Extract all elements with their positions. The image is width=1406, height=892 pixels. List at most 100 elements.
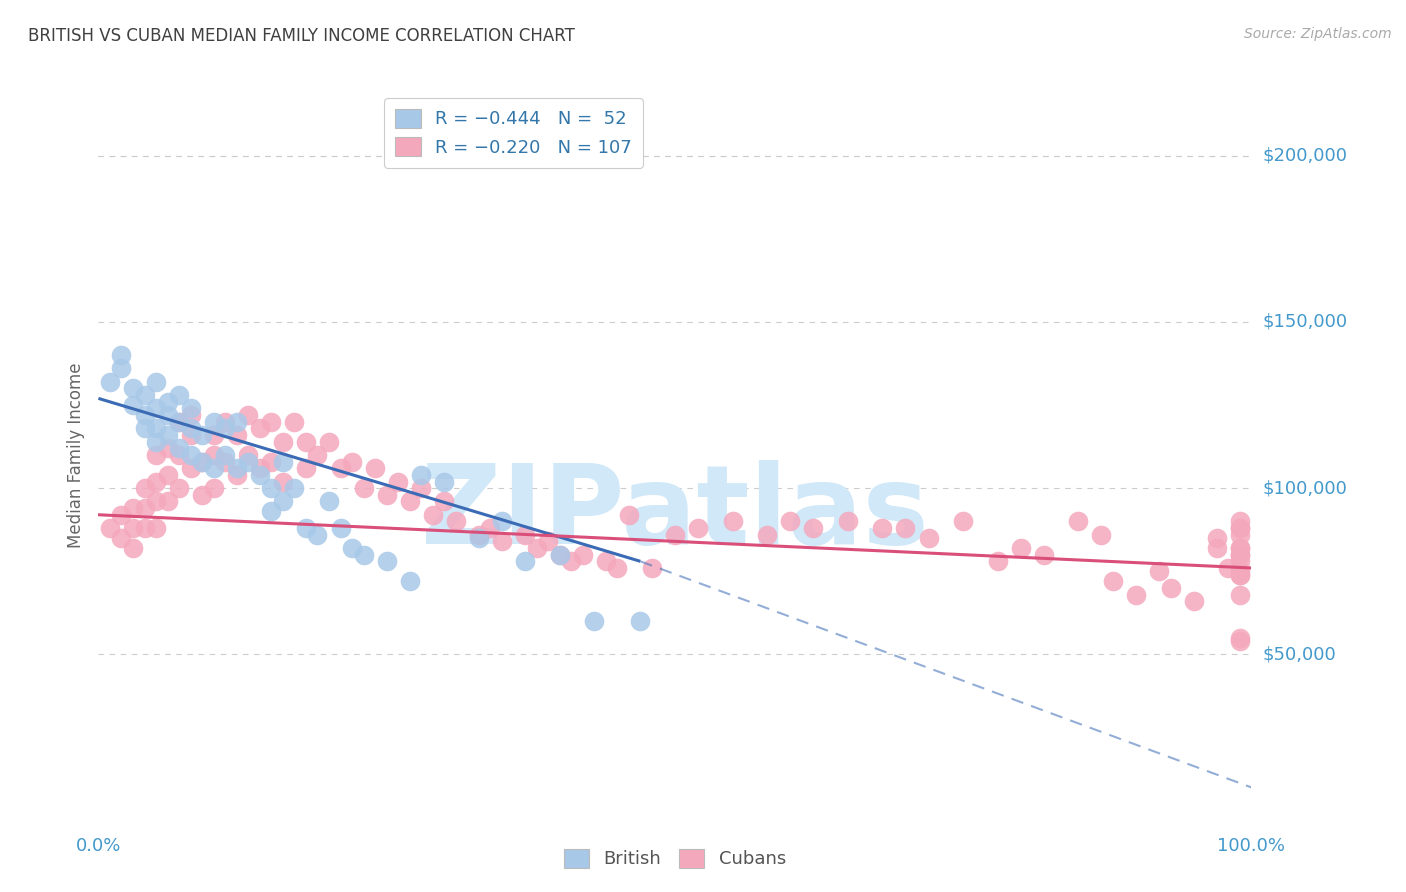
Point (571, 548, 593, 562)
Point (513, 554, 536, 568)
Point (1205, 541, 1227, 555)
Point (617, 508, 640, 522)
Point (134, 408, 156, 422)
Point (180, 421, 202, 435)
Point (214, 421, 236, 435)
Point (156, 494, 179, 508)
Point (375, 554, 398, 568)
Point (122, 541, 145, 555)
Point (917, 531, 939, 545)
Point (1160, 581, 1182, 595)
Point (260, 481, 283, 495)
Point (340, 541, 363, 555)
Point (411, 467, 433, 482)
Point (1229, 588, 1251, 602)
Point (122, 501, 145, 516)
Point (180, 408, 202, 422)
Point (628, 614, 651, 628)
Point (145, 475, 167, 489)
Point (191, 488, 214, 502)
Point (307, 448, 329, 462)
Point (872, 521, 894, 535)
Point (664, 527, 686, 541)
Point (145, 448, 167, 462)
Point (801, 521, 824, 535)
Point (145, 401, 167, 416)
Point (468, 531, 491, 545)
Point (167, 448, 190, 462)
Text: Source: ZipAtlas.com: Source: ZipAtlas.com (1244, 27, 1392, 41)
Point (353, 481, 375, 495)
Point (491, 534, 513, 549)
Point (1229, 567, 1251, 582)
Point (329, 461, 352, 475)
Point (98, 375, 121, 389)
Point (353, 548, 375, 562)
Point (110, 531, 132, 545)
Point (167, 481, 190, 495)
Point (145, 494, 167, 508)
Y-axis label: Median Family Income: Median Family Income (66, 362, 84, 548)
Point (167, 415, 190, 429)
Point (1125, 588, 1147, 602)
Point (249, 461, 271, 475)
Point (318, 494, 340, 508)
Point (202, 461, 225, 475)
Point (98, 521, 121, 535)
Point (422, 508, 444, 522)
Point (468, 527, 491, 541)
Point (398, 494, 420, 508)
Point (837, 515, 859, 529)
Point (433, 475, 456, 489)
Point (641, 561, 664, 575)
Point (583, 614, 606, 628)
Point (1229, 634, 1251, 648)
Point (271, 475, 294, 489)
Point (560, 554, 582, 568)
Point (110, 348, 132, 362)
Point (145, 421, 167, 435)
Point (134, 521, 156, 535)
Text: BRITISH VS CUBAN MEDIAN FAMILY INCOME CORRELATION CHART: BRITISH VS CUBAN MEDIAN FAMILY INCOME CO… (28, 27, 575, 45)
Point (122, 521, 145, 535)
Point (260, 415, 283, 429)
Point (595, 554, 617, 568)
Point (1229, 554, 1251, 568)
Point (1102, 574, 1125, 589)
Text: $50,000: $50,000 (1263, 646, 1336, 664)
Point (548, 548, 571, 562)
Point (548, 548, 571, 562)
Point (249, 421, 271, 435)
Point (894, 521, 917, 535)
Point (145, 521, 167, 535)
Text: $150,000: $150,000 (1263, 313, 1347, 331)
Point (513, 527, 536, 541)
Point (411, 481, 433, 495)
Point (1229, 548, 1251, 562)
Point (167, 442, 190, 456)
Point (134, 481, 156, 495)
Point (238, 408, 260, 422)
Point (444, 515, 467, 529)
Point (134, 388, 156, 402)
Point (1229, 567, 1251, 582)
Point (329, 521, 352, 535)
Point (225, 467, 247, 482)
Point (295, 461, 318, 475)
Point (756, 527, 779, 541)
Point (202, 428, 225, 442)
Point (987, 554, 1010, 568)
Point (1067, 515, 1090, 529)
Point (202, 415, 225, 429)
Point (1229, 515, 1251, 529)
Point (191, 428, 214, 442)
Point (180, 461, 202, 475)
Point (952, 515, 974, 529)
Point (375, 488, 398, 502)
Point (180, 448, 202, 462)
Point (1218, 561, 1240, 575)
Point (398, 574, 420, 589)
Point (271, 494, 294, 508)
Point (387, 475, 409, 489)
Point (167, 415, 190, 429)
